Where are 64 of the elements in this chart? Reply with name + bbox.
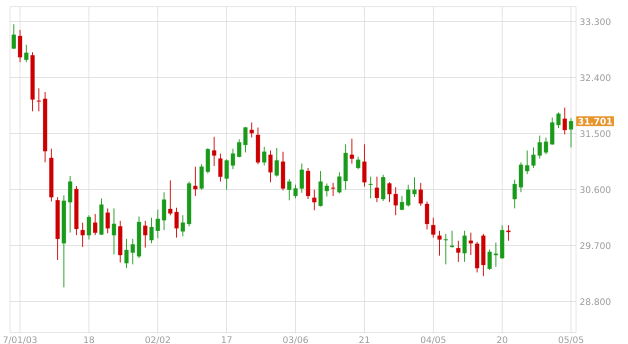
candlestick [262, 146, 266, 166]
x-tick-label: 21 [359, 336, 370, 343]
candlestick [350, 138, 354, 164]
candlestick [112, 208, 116, 255]
candlestick [106, 208, 110, 234]
y-tick-label: 33.300 [580, 18, 610, 26]
candlestick [431, 217, 436, 238]
candlestick [36, 88, 41, 112]
candlestick [174, 207, 179, 238]
candlestick [86, 214, 92, 240]
candlestick [331, 182, 336, 196]
candlestick [356, 156, 360, 170]
candlestick [456, 240, 460, 262]
candlestick [80, 222, 85, 248]
candlestick [562, 107, 567, 135]
x-tick-label: 18 [84, 336, 94, 344]
candlestick [374, 176, 380, 203]
candlestick [468, 232, 473, 256]
candlestick [274, 148, 279, 178]
candlestick [180, 214, 185, 237]
candlestick [381, 174, 386, 202]
x-tick-label: 03/06 [283, 336, 308, 344]
candlestick [168, 180, 172, 216]
candlestick [250, 122, 254, 138]
candlestick [93, 214, 98, 236]
candlestick [162, 192, 166, 231]
x-tick-label: 17 [222, 336, 232, 343]
candlestick [462, 230, 467, 262]
candlestick [437, 230, 442, 256]
x-tick-label: 04/05 [420, 336, 446, 344]
candlestick [337, 172, 342, 194]
x-tick-label: 7/01/03 [3, 336, 37, 344]
y-tick-label: 30.600 [580, 186, 610, 194]
x-tick-label: 05/05 [558, 336, 584, 344]
y-tick-label: 28.800 [580, 298, 610, 306]
candlestick [450, 230, 454, 248]
y-tick-label: 31.500 [580, 130, 610, 138]
candlestick [193, 166, 198, 196]
candlestick [400, 195, 404, 211]
y-tick-label: 32.400 [580, 74, 610, 82]
candlestick [212, 136, 216, 167]
candlestick [506, 224, 510, 242]
candlestick [362, 144, 366, 188]
candlestick [124, 238, 129, 269]
candlestick [424, 201, 430, 230]
y-tick-label: 29.700 [580, 242, 610, 250]
candlestick [368, 176, 373, 199]
x-tick-label: 20 [497, 336, 508, 344]
candlestick [287, 178, 292, 201]
candlestick [143, 220, 148, 248]
candlestick [18, 29, 22, 63]
candlestick [568, 118, 574, 148]
candlestick [394, 186, 398, 216]
candlestick [218, 153, 222, 182]
candlestick [68, 176, 72, 234]
candlestick [387, 182, 392, 203]
candlestick [312, 189, 316, 211]
candlestick [24, 44, 28, 63]
candlestick [12, 24, 16, 50]
candlestick [268, 150, 273, 183]
text: 31.701 [578, 118, 612, 125]
candlestick [418, 182, 423, 206]
candlestick [444, 233, 448, 265]
x-tick-label: 02/02 [145, 336, 170, 344]
